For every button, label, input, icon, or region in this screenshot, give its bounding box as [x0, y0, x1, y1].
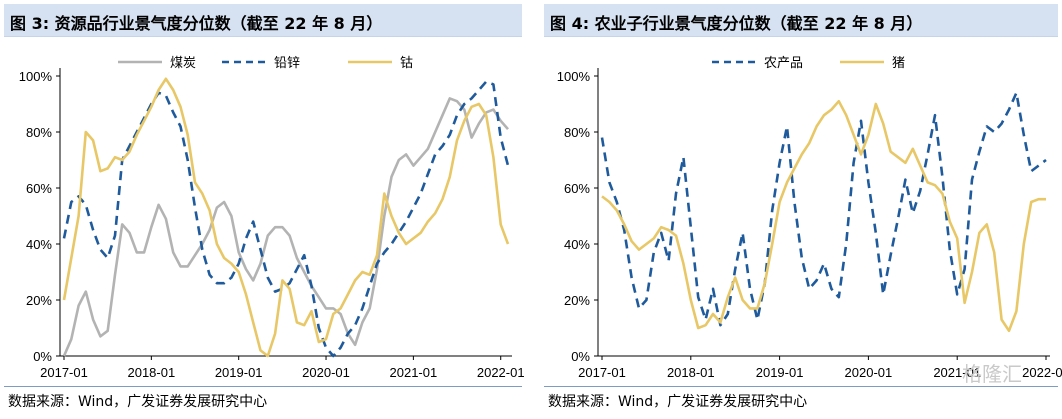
divider: [4, 386, 522, 387]
y-tick-label: 20%: [564, 293, 590, 308]
divider: [544, 386, 1058, 387]
series-line-1: [62, 80, 510, 358]
legend-label: 农产品: [764, 56, 803, 71]
watermark-text: 格隆汇: [962, 362, 1022, 386]
x-tick-label: 2017-01: [40, 365, 88, 380]
y-tick-label: 20%: [26, 293, 52, 308]
chart-1: 0% 20% 40% 60% 80% 100% 2017-01 2018-01 2019-01 2…: [557, 56, 1062, 380]
chart-0: 0% 20% 40% 60% 80% 100% 2017-01 2018-01 2019-01 2…: [19, 56, 525, 380]
legend-label: 煤炭: [170, 56, 196, 71]
x-tick-label: 2018-01: [127, 365, 175, 380]
y-tick-label: 80%: [26, 125, 52, 140]
x-tick-label: 2022-01: [477, 365, 525, 380]
y-tick-label: 80%: [564, 125, 590, 140]
x-tick-label: 2020-01: [845, 365, 893, 380]
series-line-0: [62, 97, 509, 357]
y-tick-label: 0%: [33, 349, 52, 364]
y-tick-label: 60%: [564, 181, 590, 196]
y-tick-label: 40%: [564, 237, 590, 252]
x-tick-label: 2018-01: [667, 365, 715, 380]
x-tick-label: 2017-01: [578, 365, 626, 380]
chart-title: 图 3: 资源品行业景气度分位数（截至 22 年 8 月）: [10, 14, 383, 33]
title-bar: 图 4: 农业子行业景气度分位数（截至 22 年 8 月）: [544, 4, 1058, 37]
y-tick-label: 100%: [557, 69, 591, 84]
x-tick-label: 2019-01: [756, 365, 804, 380]
x-tick-label: 2020-01: [302, 365, 350, 380]
source-note: 数据来源：Wind，广发证券发展研究中心: [8, 394, 268, 410]
x-tick-label: 2022-01: [1022, 365, 1062, 380]
x-tick-label: 2019-01: [215, 365, 263, 380]
legend-label: 铅锌: [274, 56, 300, 71]
source-note: 数据来源：Wind，广发证券发展研究中心: [548, 394, 808, 410]
left-chart-panel: 图 3: 资源品行业景气度分位数（截至 22 年 8 月） 0% 20% 40% 60…: [0, 0, 526, 419]
series-line-0: [600, 91, 1047, 327]
legend-label: 钴: [400, 56, 413, 71]
title-bar: 图 3: 资源品行业景气度分位数（截至 22 年 8 月）: [4, 4, 522, 37]
chart-title: 图 4: 农业子行业景气度分位数（截至 22 年 8 月）: [550, 14, 923, 33]
x-tick-label: 2021-01: [933, 365, 981, 380]
y-tick-label: 100%: [19, 69, 53, 84]
series-line-1: [601, 99, 1046, 333]
x-tick-label: 2021-01: [390, 365, 438, 380]
series-line-2: [62, 77, 510, 358]
legend-label: 猪: [892, 56, 905, 71]
right-chart-panel: 图 4: 农业子行业景气度分位数（截至 22 年 8 月） 0% 20% 40% 60…: [540, 0, 1062, 419]
y-tick-label: 40%: [26, 237, 52, 252]
y-tick-label: 60%: [26, 181, 52, 196]
y-tick-label: 0%: [571, 349, 590, 364]
